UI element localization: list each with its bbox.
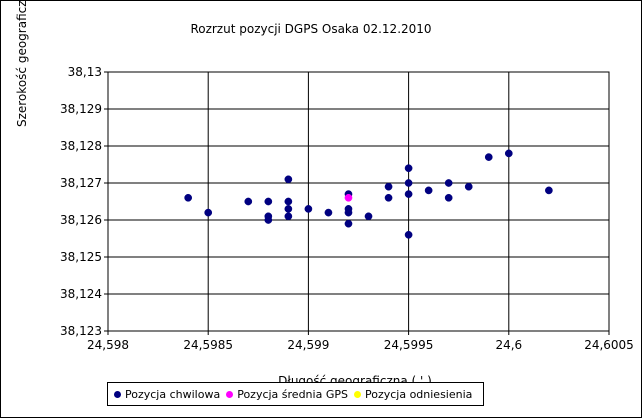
data-point [304,205,313,213]
x-tick-label: 24,6005 [584,338,634,352]
data-point [344,208,353,217]
data-point [404,164,413,173]
data-point [464,182,473,191]
data-point [344,193,353,202]
data-point [364,212,373,221]
y-tick-label: 38,126 [60,213,102,227]
legend-item-pozycja-chwilowa: Pozycja chwilowa [114,388,220,401]
x-tick-label: 24,598 [87,338,129,352]
y-tick-label: 38,13 [68,65,102,79]
y-tick-label: 38,124 [60,287,102,301]
legend-item-pozycja-odniesienia: Pozycja odniesienia [353,387,473,401]
data-point [284,205,293,213]
legend-marker-magenta [226,390,234,398]
x-tick-label: 24,599 [287,338,329,352]
y-tick-label: 38,125 [60,250,102,264]
legend-label: Pozycja chwilowa [125,387,221,401]
y-axis-label: Szerokość geograficzna [15,1,29,127]
y-tick-label: 38,123 [60,324,102,338]
data-point [384,182,393,191]
legend-item-pozycja-srednia-gps: Pozycja średnia GPS [226,388,348,401]
legend-label: Pozycja odniesienia [364,387,473,401]
x-tick-label: 24,5985 [183,338,233,352]
data-point [504,149,513,158]
data-point [284,212,293,221]
legend-marker-yellow [353,390,361,398]
y-tick-label: 38,129 [60,102,102,116]
y-tick-label: 38,128 [60,139,102,153]
legend-marker-navy [114,390,121,398]
x-tick-label: 24,6 [495,338,522,352]
data-point [324,208,333,217]
chart-legend: Pozycja chwilowa Pozycja średnia GPS Poz… [107,382,484,406]
data-point [284,175,293,184]
data-point [184,193,193,202]
data-point [484,153,493,161]
chart-title: Rozrzut pozycji DGPS Osaka 02.12.2010 [190,22,431,36]
y-tick-label: 38,127 [60,176,102,190]
data-point [264,197,273,206]
data-point [344,219,353,228]
data-point [444,179,453,187]
legend-label: Pozycja średnia GPS [237,387,348,401]
data-point [444,193,453,202]
data-point [244,197,253,206]
plot-area [107,71,610,332]
data-point [404,230,413,239]
data-point [404,179,413,187]
data-point [404,190,413,198]
data-point [264,216,273,224]
data-point [424,186,433,195]
data-point [384,193,393,202]
data-point [545,186,553,195]
data-point [204,208,213,217]
data-point [284,197,293,206]
x-tick-label: 24,5995 [384,338,434,352]
